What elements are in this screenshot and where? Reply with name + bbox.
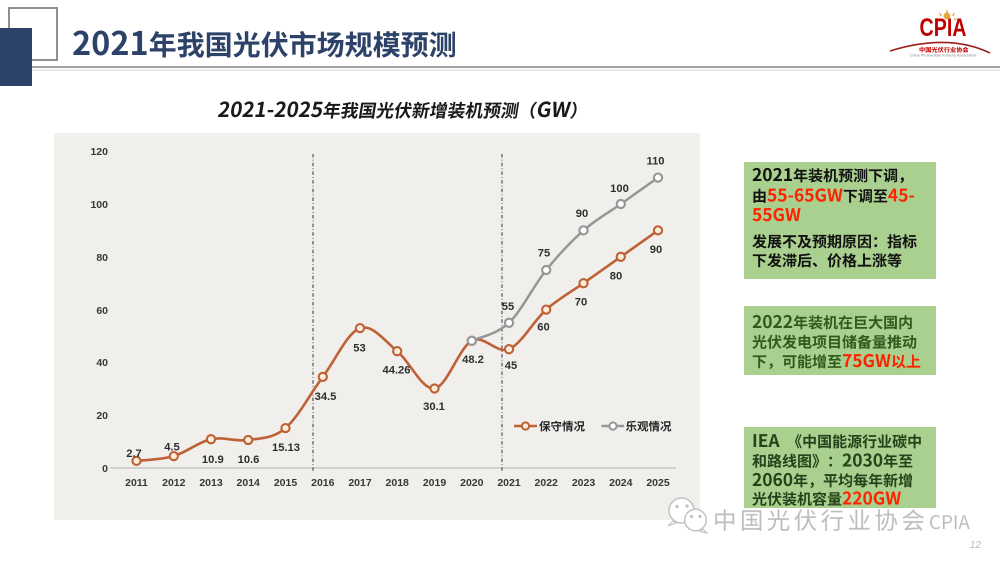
svg-text:2014: 2014	[237, 477, 261, 489]
svg-text:44.26: 44.26	[383, 365, 411, 377]
svg-text:2025: 2025	[646, 477, 670, 489]
svg-text:2.7: 2.7	[126, 448, 142, 460]
svg-text:34.5: 34.5	[315, 391, 337, 403]
svg-text:2019: 2019	[423, 477, 447, 489]
svg-text:China Photovoltaic Industry As: China Photovoltaic Industry Association	[910, 54, 976, 58]
svg-text:0: 0	[102, 463, 108, 475]
svg-text:4.5: 4.5	[164, 442, 180, 454]
svg-text:2012: 2012	[162, 477, 186, 489]
svg-text:12: 12	[970, 540, 982, 551]
svg-text:110: 110	[646, 156, 664, 168]
svg-text:45: 45	[505, 360, 517, 372]
svg-text:2016: 2016	[311, 477, 335, 489]
svg-text:80: 80	[96, 252, 108, 264]
svg-text:60: 60	[537, 322, 549, 334]
svg-text:75: 75	[538, 248, 550, 260]
svg-text:100: 100	[610, 183, 629, 195]
svg-text:53: 53	[353, 343, 365, 355]
svg-text:2015: 2015	[274, 477, 298, 489]
svg-text:30.1: 30.1	[423, 401, 445, 413]
svg-text:55: 55	[502, 301, 514, 313]
svg-text:60: 60	[96, 305, 108, 317]
svg-text:40: 40	[96, 357, 108, 369]
svg-text:2023: 2023	[572, 477, 596, 489]
svg-text:20: 20	[96, 410, 108, 422]
svg-text:2024: 2024	[609, 477, 633, 489]
svg-text:90: 90	[576, 208, 588, 220]
svg-text:2021: 2021	[497, 477, 521, 489]
svg-text:2022: 2022	[535, 477, 559, 489]
svg-text:2018: 2018	[386, 477, 410, 489]
svg-text:48.2: 48.2	[462, 354, 484, 366]
svg-text:10.9: 10.9	[202, 454, 224, 466]
svg-text:120: 120	[90, 146, 108, 158]
svg-text:2011: 2011	[125, 477, 148, 489]
svg-text:CPIA: CPIA	[920, 14, 967, 42]
svg-text:10.6: 10.6	[238, 454, 260, 466]
svg-text:2013: 2013	[199, 477, 223, 489]
svg-text:70: 70	[575, 297, 587, 309]
svg-text:100: 100	[90, 199, 108, 211]
svg-text:80: 80	[610, 271, 622, 283]
svg-text:90: 90	[650, 244, 662, 256]
svg-text:2020: 2020	[460, 477, 484, 489]
svg-text:15.13: 15.13	[272, 442, 300, 454]
svg-text:2017: 2017	[348, 477, 372, 489]
